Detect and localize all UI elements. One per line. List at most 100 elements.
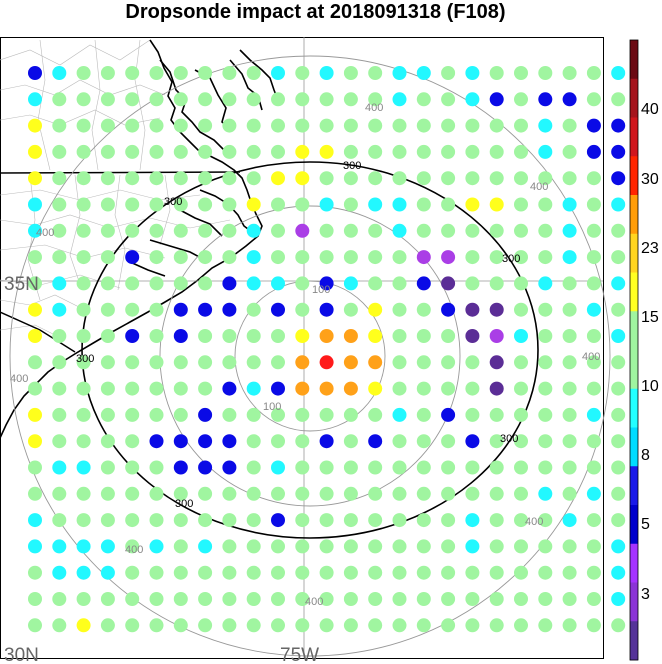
impact-dot [416, 460, 431, 475]
ring-label-300-top: 300 [343, 160, 361, 172]
impact-dot [514, 565, 528, 580]
impact-dot [100, 592, 115, 606]
impact-dot [392, 355, 407, 370]
impact-dot [441, 513, 456, 528]
impact-dot [28, 92, 42, 107]
colorbar-label-40: 40 [641, 101, 659, 118]
impact-dot [611, 144, 626, 159]
impact-dot [514, 250, 528, 265]
impact-dot [416, 329, 431, 343]
impact-dot [489, 407, 504, 422]
impact-dot [173, 223, 188, 238]
state-boundaries [0, 171, 241, 353]
impact-dot [295, 276, 310, 291]
impact-dot [586, 302, 601, 317]
impact-dot [52, 381, 67, 396]
impact-dot [465, 381, 480, 396]
impact-dot [52, 329, 67, 343]
impact-dot [514, 302, 528, 317]
impact-dot [28, 66, 42, 80]
impact-dot [514, 92, 528, 107]
impact-dot [392, 171, 407, 186]
impact-dot [100, 66, 115, 80]
impact-dot [295, 618, 310, 633]
impact-dot [465, 223, 480, 238]
impact-dot [271, 407, 285, 422]
impact-dot [28, 407, 42, 422]
impact-dot [343, 355, 358, 370]
impact-dot [295, 592, 310, 606]
impact-dot [441, 460, 456, 475]
impact-dot [343, 618, 358, 633]
impact-dot [222, 276, 237, 291]
impact-dot [489, 250, 504, 265]
impact-dot [562, 276, 577, 291]
impact-dot [441, 302, 456, 317]
impact-dot [611, 618, 626, 633]
impact-dot [611, 407, 626, 422]
impact-dot [173, 618, 188, 633]
impact-dot [125, 407, 140, 422]
impact-dot [198, 171, 213, 186]
impact-dot [586, 66, 601, 80]
impact-dot [271, 592, 285, 606]
impact-dot [125, 223, 140, 238]
colorbar-label-8: 8 [641, 447, 650, 464]
impact-dot [100, 144, 115, 159]
impact-dot [392, 118, 407, 133]
impact-dot [149, 565, 164, 580]
colorbar-label-30: 30 [641, 171, 659, 188]
impact-dot [319, 223, 334, 238]
impact-dot [149, 92, 164, 107]
impact-dot [538, 460, 553, 475]
impact-dot [368, 434, 383, 449]
impact-dot [368, 144, 383, 159]
colorbar-segment [630, 466, 638, 506]
impact-dot [149, 250, 164, 265]
impact-dot [198, 302, 213, 317]
ring-label-400-right: 400 [530, 181, 548, 193]
impact-dot [295, 355, 310, 370]
impact-dot [343, 118, 358, 133]
impact-dot [246, 171, 261, 186]
impact-dot [52, 144, 67, 159]
impact-dot [489, 171, 504, 186]
impact-dot [586, 144, 601, 159]
impact-dot [319, 539, 334, 554]
impact-dot [392, 329, 407, 343]
impact-dot [586, 486, 601, 501]
impact-dot [368, 171, 383, 186]
impact-dot [562, 618, 577, 633]
impact-dot [149, 66, 164, 80]
impact-dot [611, 276, 626, 291]
ring-labels: 100 100 400 400 400 400 400 400 400 400 … [10, 102, 600, 608]
impact-dot [489, 565, 504, 580]
impact-dot [28, 302, 42, 317]
impact-dot [441, 434, 456, 449]
impact-dot [52, 434, 67, 449]
impact-dot [149, 329, 164, 343]
impact-dot [489, 539, 504, 554]
impact-dot [368, 381, 383, 396]
impact-dot [562, 250, 577, 265]
impact-dot [343, 276, 358, 291]
impact-dot [100, 381, 115, 396]
impact-dot [295, 118, 310, 133]
impact-dot [441, 223, 456, 238]
impact-dot [586, 434, 601, 449]
impact-dot [76, 66, 91, 80]
impact-dot [149, 144, 164, 159]
impact-dot [392, 250, 407, 265]
impact-dot [441, 171, 456, 186]
impact-dot [562, 355, 577, 370]
impact-dot [125, 250, 140, 265]
impact-dot [125, 66, 140, 80]
impact-dot [416, 66, 431, 80]
impact-dot [465, 434, 480, 449]
impact-dot [125, 486, 140, 501]
impact-dot [319, 329, 334, 343]
impact-dot [295, 407, 310, 422]
impact-dot [198, 66, 213, 80]
impact-dot [611, 302, 626, 317]
impact-dot [368, 276, 383, 291]
